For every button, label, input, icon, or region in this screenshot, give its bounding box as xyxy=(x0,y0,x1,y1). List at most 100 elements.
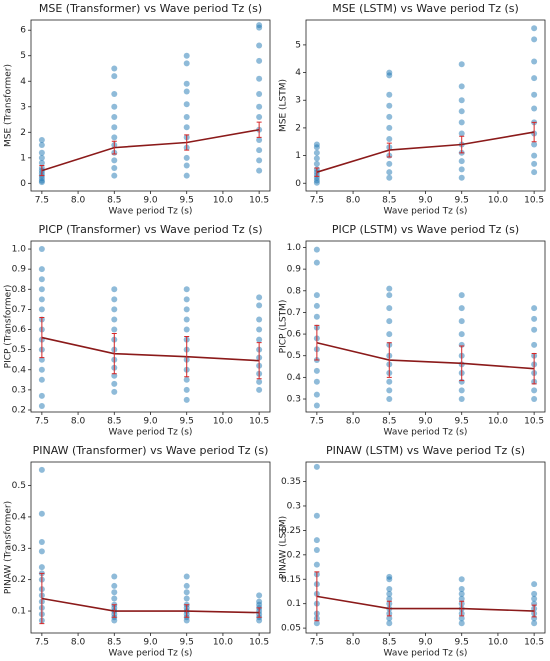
data-point xyxy=(183,101,190,108)
data-point xyxy=(386,305,393,312)
data-point xyxy=(531,396,538,403)
panel-title: PINAW (Transformer) vs Wave period Tz (s… xyxy=(33,444,269,457)
data-point xyxy=(256,103,263,110)
data-point xyxy=(386,318,393,325)
data-point xyxy=(386,174,393,181)
panel: PINAW (Transformer) vs Wave period Tz (s… xyxy=(4,444,271,659)
data-point xyxy=(183,582,190,589)
error-bar xyxy=(111,140,117,155)
data-point xyxy=(313,246,320,253)
x-tick-label: 7.5 xyxy=(310,196,324,206)
x-axis-label: Wave period Tz (s) xyxy=(109,649,193,659)
y-tick-label: 3 xyxy=(295,96,301,106)
y-tick-label: 0.05 xyxy=(281,624,301,634)
data-point xyxy=(313,537,320,544)
mean-line xyxy=(41,336,260,362)
data-point xyxy=(531,141,538,148)
data-point xyxy=(386,573,393,580)
data-point xyxy=(256,378,263,385)
y-axis-label: PINAW (Transformer) xyxy=(4,501,14,594)
data-point xyxy=(183,80,190,87)
data-point xyxy=(183,172,190,179)
y-tick-label: 0.15 xyxy=(281,575,301,585)
y-tick-label: 2 xyxy=(295,123,301,133)
data-point xyxy=(111,306,118,313)
x-tick-label: 9.0 xyxy=(143,196,158,206)
data-point xyxy=(111,103,118,110)
x-tick-label: 10.5 xyxy=(249,638,269,648)
y-tick-label: 0.7 xyxy=(12,305,26,315)
error-bar xyxy=(459,135,465,154)
data-point xyxy=(183,316,190,323)
data-point xyxy=(531,620,538,627)
data-point xyxy=(458,119,465,126)
data-point xyxy=(256,147,263,154)
panel-title: PINAW (LSTM) vs Wave period Tz (s) xyxy=(326,444,525,457)
y-tick-label: 0 xyxy=(20,179,26,189)
data-point xyxy=(386,292,393,299)
data-point xyxy=(183,386,190,393)
data-point xyxy=(111,372,118,379)
x-tick-label: 8.0 xyxy=(71,638,86,648)
data-point xyxy=(183,60,190,67)
panel-title: PICP (Transformer) vs Wave period Tz (s) xyxy=(38,223,262,236)
y-tick-label: 0.6 xyxy=(12,325,27,335)
data-point xyxy=(111,326,118,333)
error-bar xyxy=(386,142,392,158)
error-bar xyxy=(184,134,190,151)
y-tick-label: 0.5 xyxy=(12,345,26,355)
data-point xyxy=(458,595,465,602)
x-tick-label: 10.0 xyxy=(213,196,233,206)
data-point xyxy=(183,88,190,95)
data-point xyxy=(386,135,393,142)
data-point xyxy=(38,366,45,373)
data-point xyxy=(531,581,538,588)
error-bar xyxy=(111,604,117,618)
y-tick-label: 0.3 xyxy=(287,501,301,511)
data-point xyxy=(38,136,45,143)
data-point xyxy=(386,69,393,76)
data-point xyxy=(458,396,465,403)
y-tick-label: 0.6 xyxy=(287,330,302,340)
data-point xyxy=(256,167,263,174)
data-point xyxy=(111,589,118,596)
data-point xyxy=(256,598,263,605)
y-tick-label: 0.7 xyxy=(287,308,301,318)
x-tick-label: 10.0 xyxy=(213,417,233,427)
y-tick-label: 1.0 xyxy=(287,243,302,253)
data-point xyxy=(38,306,45,313)
data-point xyxy=(313,155,320,162)
data-point xyxy=(531,75,538,82)
data-point xyxy=(183,124,190,131)
y-tick-label: 0.9 xyxy=(12,265,27,275)
y-tick-label: 0.2 xyxy=(287,550,301,560)
y-tick-label: 1 xyxy=(20,153,26,163)
x-tick-label: 7.5 xyxy=(310,638,324,648)
data-point xyxy=(256,136,263,143)
data-point xyxy=(313,378,320,385)
y-tick-label: 0.3 xyxy=(12,385,26,395)
data-point xyxy=(38,539,45,546)
data-point xyxy=(313,620,320,627)
data-point xyxy=(458,97,465,104)
data-point xyxy=(38,296,45,303)
y-tick-label: 0.8 xyxy=(12,285,27,295)
data-point xyxy=(313,141,320,148)
data-point xyxy=(38,356,45,363)
x-tick-label: 8.5 xyxy=(382,638,396,648)
x-tick-label: 9.5 xyxy=(455,638,469,648)
x-axis-label: Wave period Tz (s) xyxy=(109,428,193,438)
data-point xyxy=(531,595,538,602)
data-point xyxy=(183,286,190,293)
data-point xyxy=(183,573,190,580)
panel: MSE (Transformer) vs Wave period Tz (s) W… xyxy=(4,2,271,217)
x-tick-label: 9.5 xyxy=(180,196,194,206)
data-point xyxy=(458,305,465,312)
panel-title: PICP (LSTM) vs Wave period Tz (s) xyxy=(332,223,519,236)
data-point xyxy=(458,166,465,173)
y-tick-label: 0.2 xyxy=(12,575,26,585)
data-point xyxy=(531,160,538,167)
data-point xyxy=(256,42,263,49)
data-point xyxy=(386,124,393,131)
y-tick-label: 0.35 xyxy=(281,477,301,487)
